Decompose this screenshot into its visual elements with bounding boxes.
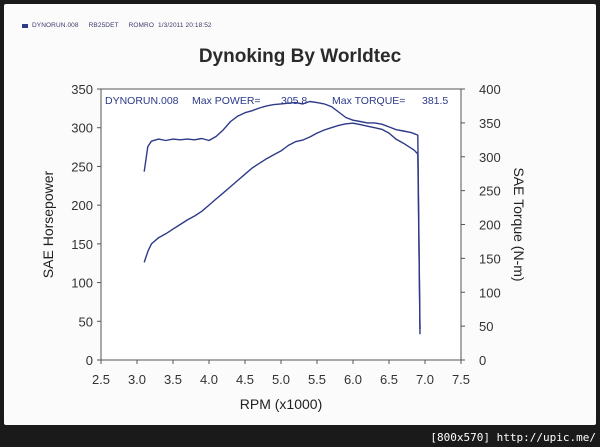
left-axis-ticks: 0 50 100 150 200 250 300 350: [71, 82, 101, 368]
bottom-tick-label: 3.0: [128, 372, 146, 387]
annotation-torque-value: 381.5: [422, 95, 448, 107]
left-tick-label: 350: [71, 82, 93, 97]
right-tick-label: 0: [479, 353, 486, 368]
bottom-tick-label: 7.5: [452, 372, 470, 387]
right-tick-label: 50: [479, 319, 493, 334]
right-axis-ticks: 0 50 100 150 200 250 300 350 400: [461, 82, 501, 368]
bottom-tick-label: 6.5: [380, 372, 398, 387]
y2-axis-label: SAE Torque (N-m): [511, 167, 527, 281]
dyno-chart: 0 50 100 150 200 250 300 350 0 50 100 150 200 250 300…: [40, 82, 527, 412]
bottom-axis-ticks: 2.5 3.0 3.5 4.0 4.5 5.0 5.5 6.0 6.5 7.0 7.5: [92, 360, 470, 387]
header-run: DYNORUN.008: [32, 22, 79, 29]
right-tick-label: 300: [479, 150, 501, 165]
horsepower-curve: [143, 122, 421, 330]
right-tick-label: 200: [479, 218, 501, 233]
annotation-power-value: 305.8: [281, 95, 307, 107]
report-header: DYNORUN.008 RB25DET ROMRO 1/3/2011 20:18…: [22, 22, 212, 29]
bottom-tick-label: 4.5: [236, 372, 254, 387]
x-axis-label: RPM (x1000): [240, 396, 322, 412]
chart-title: Dynoking By Worldtec: [198, 46, 402, 67]
header-engine: RB25DET: [88, 22, 119, 29]
left-tick-label: 250: [71, 159, 93, 174]
bottom-tick-label: 7.0: [416, 372, 434, 387]
bottom-tick-label: 4.0: [200, 372, 218, 387]
right-tick-label: 100: [479, 285, 501, 300]
annotation-torque-label: Max TORQUE=: [332, 95, 405, 107]
torque-curve: [143, 100, 421, 335]
bottom-tick-label: 6.0: [344, 372, 362, 387]
left-tick-label: 0: [86, 353, 93, 368]
curves: [143, 100, 421, 335]
right-tick-label: 250: [479, 184, 501, 199]
left-tick-label: 100: [71, 276, 93, 291]
bottom-tick-label: 5.5: [308, 372, 326, 387]
annotation-power-label: Max POWER=: [192, 95, 261, 107]
left-tick-label: 300: [71, 121, 93, 136]
header-operator: ROMRO: [128, 22, 155, 29]
bottom-tick-label: 3.5: [164, 372, 182, 387]
right-tick-label: 150: [479, 251, 501, 266]
left-tick-label: 50: [79, 314, 93, 329]
bottom-tick-label: 5.0: [272, 372, 290, 387]
header-datetime: 1/3/2011 20:18:52: [158, 22, 212, 29]
y-axis-label: SAE Horsepower: [40, 170, 56, 278]
bottom-tick-label: 2.5: [92, 372, 110, 387]
annotation-run: DYNORUN.008: [105, 95, 179, 107]
color-swatch-icon: [22, 23, 28, 28]
source-watermark: [800x570] http://upic.me/: [430, 431, 596, 444]
left-tick-label: 200: [71, 198, 93, 213]
right-tick-label: 400: [479, 82, 501, 97]
right-tick-label: 350: [479, 116, 501, 131]
left-tick-label: 150: [71, 237, 93, 252]
plot-area: [100, 88, 462, 361]
